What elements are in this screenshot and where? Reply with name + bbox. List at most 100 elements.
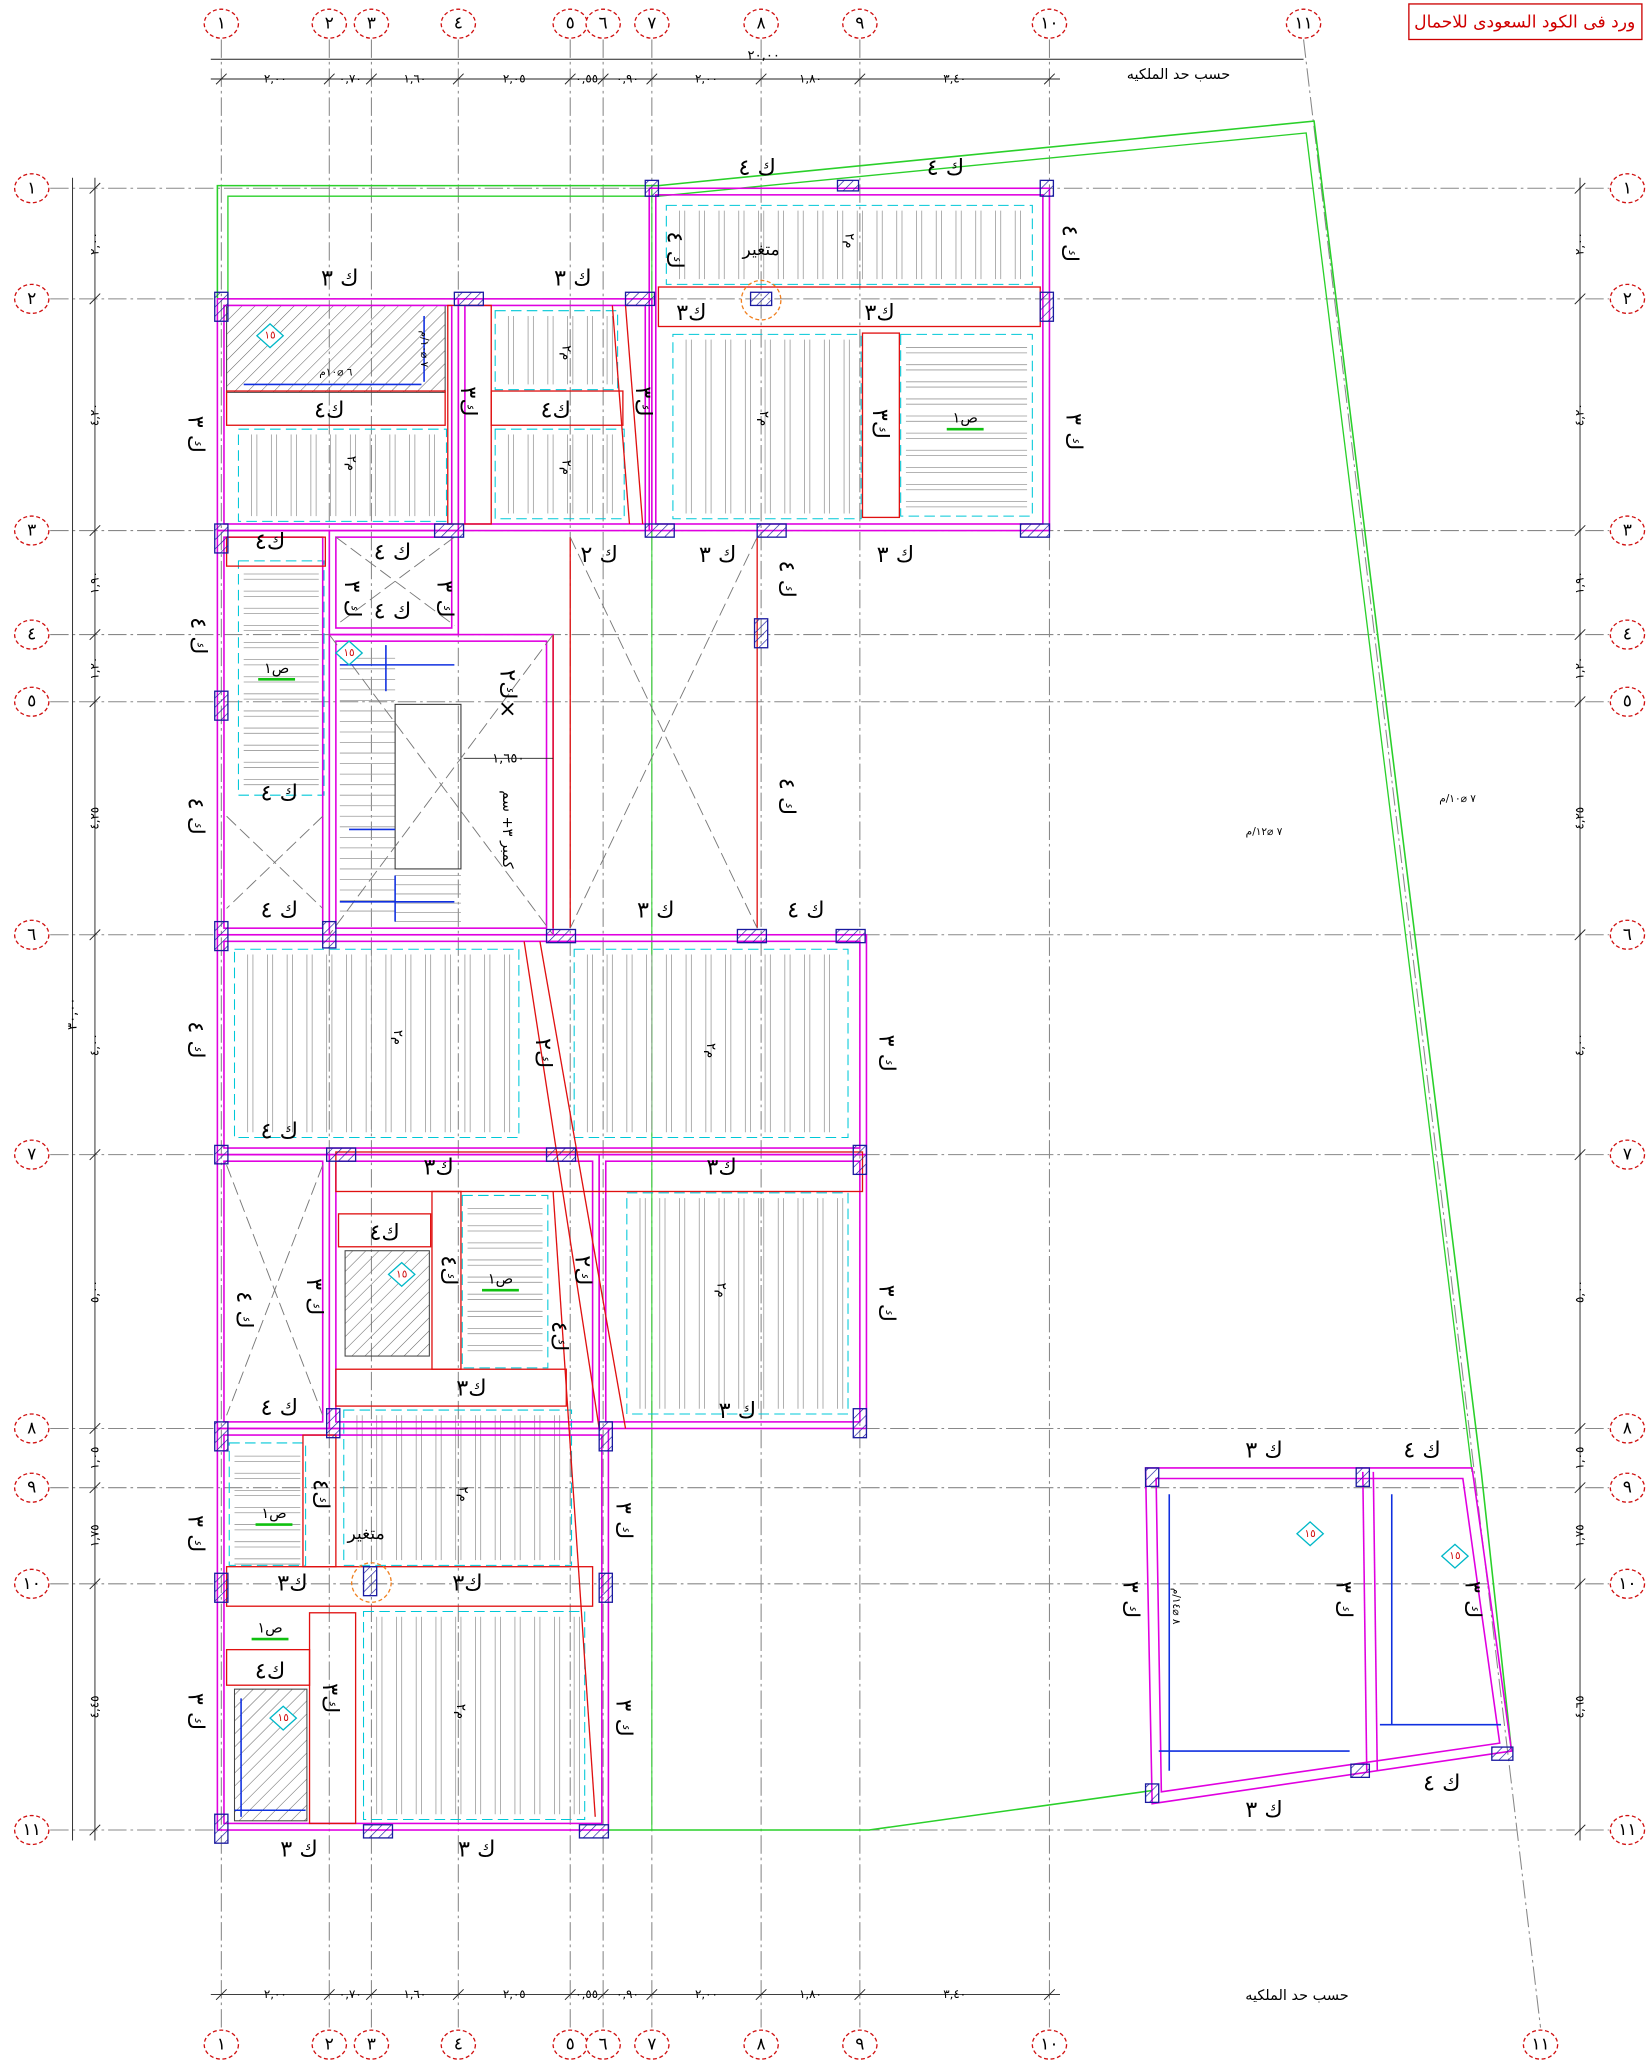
column [599,1573,612,1602]
ribbed-slab-label: م٢ [703,1043,718,1058]
beam-label: ك ٣ [280,1836,318,1862]
beam-label: ك ٢ [580,542,618,568]
column [1020,524,1049,537]
beam-label: ك ٣ [1117,1581,1143,1619]
dimension-label: ١,٧٥ [87,1524,101,1547]
column [1040,292,1053,321]
beam-label: ك ٤ [374,599,412,625]
grid-label: ٨ [1623,1418,1632,1438]
grid-label: ٣ [367,2035,376,2055]
dimension-label: ٢,٠٠ [87,232,101,255]
grid-label: ١ [217,14,226,34]
beam-label: ك ٣ [1245,1437,1283,1463]
beam-label: ك ٤ [185,617,211,655]
column [215,1814,228,1843]
grid-label: ١ [1623,178,1632,198]
grid-label: ٥ [27,692,36,712]
beam-label: ك ٤ [774,560,800,598]
grid-label: ١ [27,178,36,198]
dimension-label: ١,٨٠ [799,71,822,85]
column [853,1145,866,1174]
beam-label: ك٣ [455,386,481,416]
grid-label: ٥ [1623,692,1632,712]
beam-label: ك ٤ [927,155,965,181]
slab-thickness-label: ١٥ [396,1268,407,1280]
dimension-label: ٢,٠٠ [695,71,718,85]
dimension-label: ٢,٠٠ [264,71,287,85]
beam-label: ك٤ [308,1479,334,1509]
column [836,929,865,942]
dimension-label: ٤,٢٥ [1573,807,1587,830]
grid-label: ٧ [647,2035,656,2055]
column [454,292,483,305]
beam-label: ك ٤ [183,1021,209,1059]
grid-label: ٩ [855,14,864,34]
solid-slab-label: ص١ [264,661,289,677]
column [215,1145,228,1163]
slab-thickness-label: ١٥ [1304,1528,1315,1540]
dimension-label: ٥,٠٠ [87,1280,101,1303]
ribbed-slab-label: م٢ [841,233,856,248]
rebar-label: ٦ ⌀١٠م [319,367,353,379]
grid-label: ١١ [1618,1820,1636,1840]
column [853,1409,866,1438]
dimension-label: ٤,٢٥ [87,807,101,830]
beam-label: ك ٤ [260,1395,298,1421]
column [1351,1764,1369,1777]
dimension-label: ٠,٧٠ [339,71,362,85]
column [751,292,772,305]
column [547,1148,576,1161]
beam-label: ك٤ [255,1659,285,1685]
beam-label: ك ٣ [183,416,209,454]
property-line-label: حسب حد الملكيه [1245,1988,1349,2004]
beam-label: ك٤ [435,1255,461,1285]
beam-label: ك٢ [530,1038,556,1068]
rebar-label: ٧ ⌀١٢/م [1246,826,1283,838]
grid-label: ٢ [325,2035,334,2055]
grid-label: ٩ [27,1478,36,1498]
beam-label: ك٣ [630,386,656,416]
grid-label: ٧ [27,1145,36,1165]
beam-label: ك ٤ [260,898,298,924]
column [645,180,658,196]
dimension-label: ٠,٩٠ [616,1987,639,2001]
grid-label: ٤ [1623,625,1632,645]
beam-label: ك ٤ [231,1291,257,1329]
dimension-label: ٠,٥٥ [575,1987,598,2001]
rebar-label: ٧ ⌀١٠/م [418,331,430,368]
dimension-total: ٣٠,٠٠ [66,998,81,1030]
beam-label: ك ٣ [877,542,915,568]
column [215,1573,228,1602]
beam-label: ك ٣ [431,580,457,618]
dimension-label: ٢,٠٥ [503,1987,526,2001]
beam-label: ك ٣ [719,1398,757,1424]
grid-label: ٦ [599,2035,608,2055]
dimension-label: ١,٢٠ [87,657,101,680]
beam-label: ك ٣ [458,1836,496,1862]
dimension-label: ٥,٠٠ [1573,1280,1587,1303]
beam-label: ك ٤ [1057,225,1083,263]
beam-label: ك ٣ [874,1285,900,1323]
grid-label: ٩ [1623,1478,1632,1498]
dimension-label: ١,٩٠ [1573,571,1587,594]
beam-label: ك ٤ [260,1119,298,1145]
dimension-total: ٢٠,٠٠ [748,48,780,63]
grid-label: ١١ [1531,2035,1549,2055]
column [547,929,576,942]
beam-label: ك٤ [540,397,570,423]
camber-note: كمبر ٣+ سم [499,790,515,869]
beam-label: ك ٤ [662,231,688,269]
grid-label: ١ [217,2035,226,2055]
beam-label: ك٣ [456,1375,486,1401]
property-line-label: حسب حد الملكيه [1127,67,1231,83]
dimension-label: ١,٨٠ [799,1987,822,2001]
ribbed-slab-label: م٢ [714,1283,729,1298]
grid-label: ١٠ [1040,14,1058,34]
beam-label: ك ٤ [374,539,412,565]
column [215,292,228,321]
column [323,922,336,948]
beam-label: ك٣ [423,1154,453,1180]
rebar-label: ٧ ⌀١٠/م [1439,793,1476,805]
grid-label: ٦ [599,14,608,34]
beam-label: ك ٣ [1331,1581,1357,1619]
